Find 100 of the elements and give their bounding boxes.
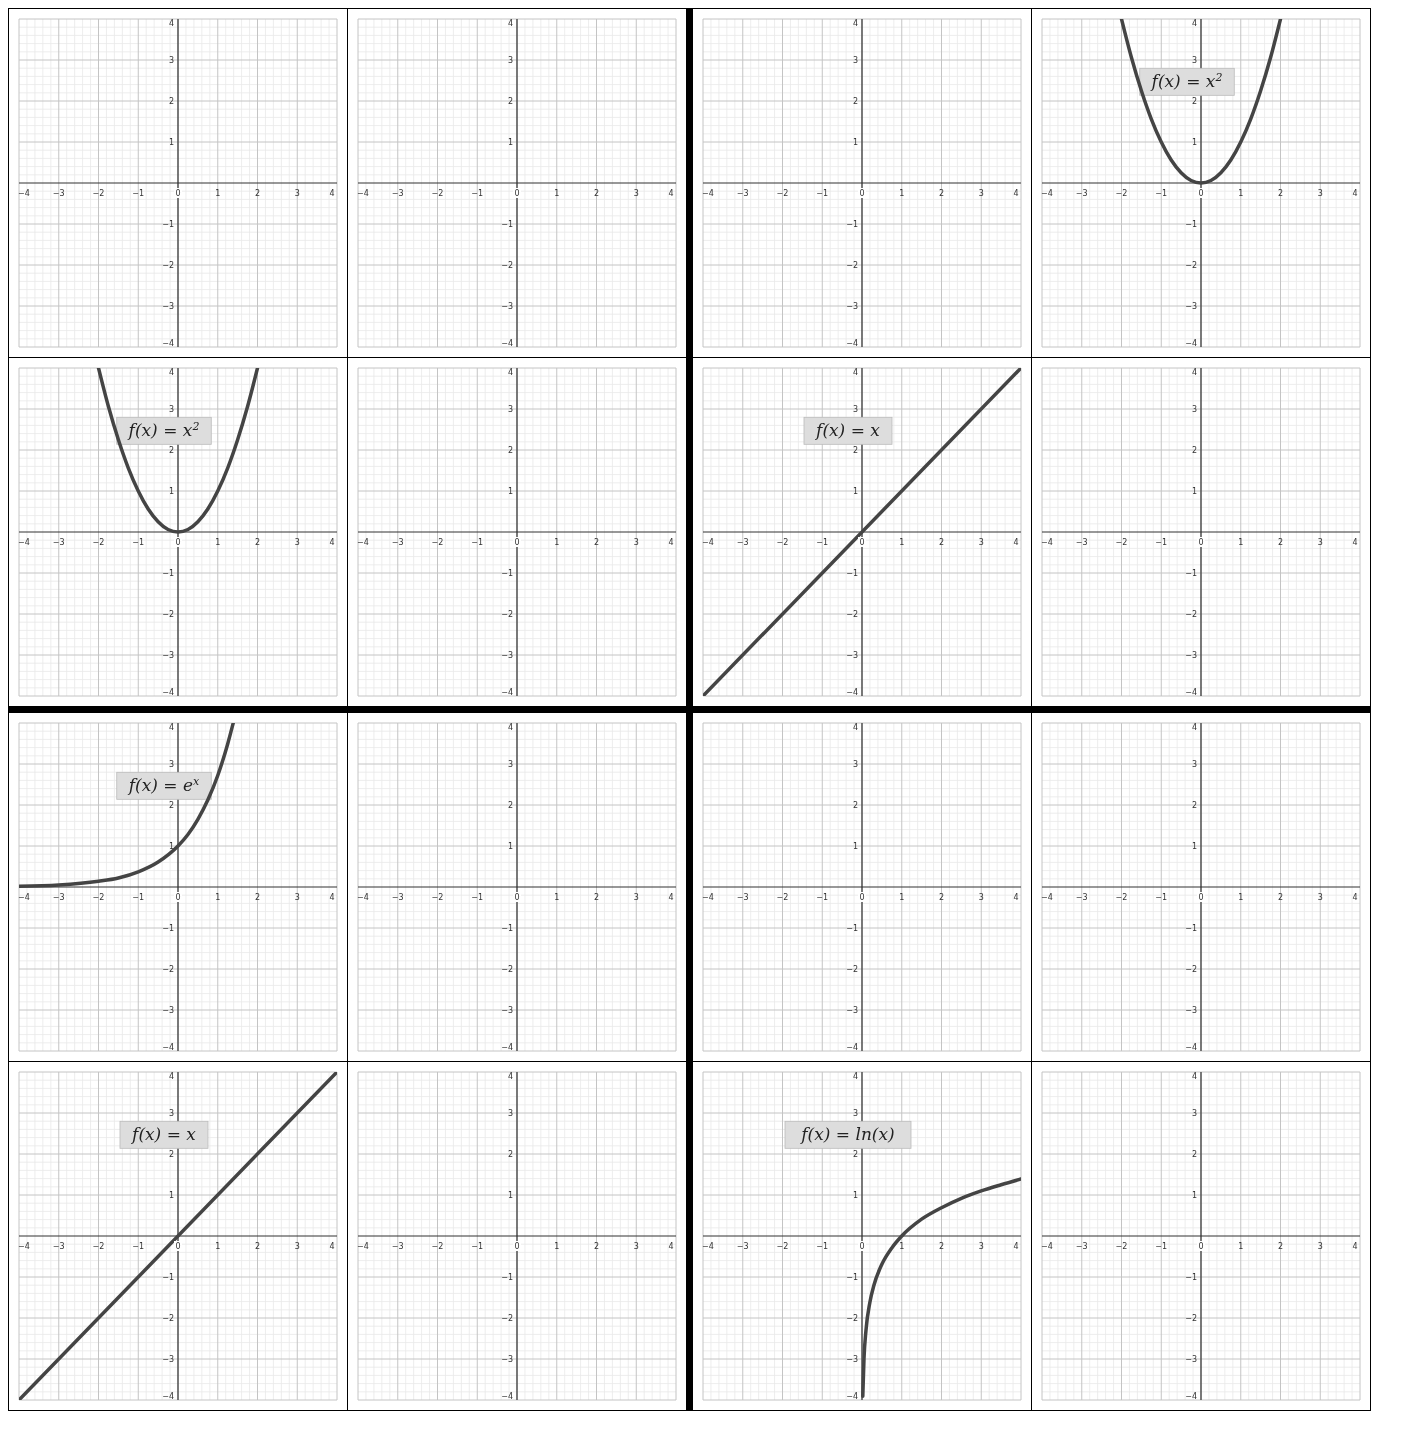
x-tick-label: 3 (633, 538, 639, 547)
x-tick-label: 2 (254, 893, 261, 902)
x-tick-label: 0 (175, 893, 181, 902)
x-tick-label: 3 (1317, 538, 1323, 547)
y-tick-label: −2 (162, 610, 174, 619)
x-tick-label: −1 (132, 189, 145, 198)
y-tick-label: 3 (1191, 1109, 1197, 1118)
x-tick-label: 3 (633, 1242, 639, 1251)
y-tick-label: −1 (1185, 924, 1197, 933)
x-tick-label: 2 (1277, 189, 1284, 198)
x-tick-label: −1 (1155, 189, 1168, 198)
x-tick-label: 3 (1317, 893, 1323, 902)
y-tick-label: −3 (162, 1006, 174, 1015)
y-tick-label: 1 (1191, 138, 1197, 147)
x-tick-label: 1 (1238, 189, 1244, 198)
x-tick-label: 1 (1238, 1242, 1244, 1251)
x-tick-label: −4 (1041, 893, 1053, 902)
y-tick-label: 1 (168, 138, 174, 147)
x-tick-label: −3 (1075, 1242, 1088, 1251)
y-tick-label: 2 (507, 1150, 513, 1159)
x-tick-label: −2 (1115, 538, 1128, 547)
y-tick-label: 1 (1191, 842, 1197, 851)
x-tick-label: 2 (938, 538, 945, 547)
y-tick-label: −1 (501, 924, 513, 933)
x-tick-label: −2 (431, 538, 444, 547)
y-tick-label: 3 (1191, 405, 1197, 414)
x-tick-label: −3 (736, 893, 749, 902)
x-tick-label: −3 (52, 893, 65, 902)
y-tick-label: −3 (846, 651, 858, 660)
x-tick-label: 1 (215, 189, 221, 198)
x-tick-label: 4 (1013, 189, 1019, 198)
y-tick-label: 3 (168, 1109, 174, 1118)
x-tick-label: −4 (18, 189, 30, 198)
x-tick-label: 1 (899, 538, 905, 547)
x-tick-label: 4 (1013, 538, 1019, 547)
y-tick-label: −1 (846, 220, 858, 229)
annotation: f(x) = x$^{2}$ (126, 419, 200, 441)
y-tick-label: 4 (507, 723, 513, 732)
y-tick-label: −3 (846, 302, 858, 311)
y-tick-label: 1 (852, 138, 858, 147)
x-tick-label: 2 (938, 1242, 945, 1251)
y-tick-label: −4 (1185, 688, 1197, 697)
y-tick-label: 1 (1191, 487, 1197, 496)
x-tick-label: 4 (329, 893, 335, 902)
x-tick-label: −3 (1075, 893, 1088, 902)
y-tick-label: −2 (846, 965, 858, 974)
x-tick-label: −2 (776, 189, 789, 198)
x-tick-label: 3 (978, 538, 984, 547)
x-tick-label: 0 (175, 538, 181, 547)
y-tick-label: 3 (168, 56, 174, 65)
y-tick-label: −1 (1185, 1273, 1197, 1282)
y-tick-label: 2 (1191, 801, 1197, 810)
y-tick-label: −3 (1185, 651, 1197, 660)
x-tick-label: −2 (92, 189, 105, 198)
x-tick-label: 1 (1238, 893, 1244, 902)
x-tick-label: 2 (593, 189, 600, 198)
y-tick-label: −2 (162, 965, 174, 974)
x-tick-label: 4 (668, 538, 674, 547)
y-tick-label: −4 (846, 1392, 858, 1401)
y-tick-label: 4 (1191, 723, 1197, 732)
y-tick-label: 3 (852, 56, 858, 65)
y-tick-label: −1 (162, 924, 174, 933)
x-tick-label: 3 (294, 1242, 300, 1251)
y-tick-label: −4 (162, 1043, 174, 1052)
x-tick-label: 4 (1013, 893, 1019, 902)
y-tick-label: 4 (1191, 1072, 1197, 1081)
x-tick-label: −3 (52, 538, 65, 547)
y-tick-label: 2 (507, 801, 513, 810)
x-tick-label: −2 (1115, 1242, 1128, 1251)
x-tick-label: −2 (431, 893, 444, 902)
x-tick-label: −1 (1155, 538, 1168, 547)
y-tick-label: −1 (162, 220, 174, 229)
y-tick-label: −4 (162, 688, 174, 697)
line-series (861, 1177, 1021, 1399)
y-tick-label: 3 (507, 405, 513, 414)
x-tick-label: 0 (859, 1242, 865, 1251)
x-tick-label: −3 (736, 538, 749, 547)
x-tick-label: 2 (593, 1242, 600, 1251)
x-tick-label: 2 (938, 189, 945, 198)
y-tick-label: 1 (507, 487, 513, 496)
y-tick-label: 4 (168, 1072, 174, 1081)
y-tick-label: −2 (501, 610, 513, 619)
y-tick-label: 4 (1191, 19, 1197, 28)
y-tick-label: 4 (852, 368, 858, 377)
x-tick-label: 4 (1352, 893, 1358, 902)
y-tick-label: 1 (168, 1191, 174, 1200)
x-tick-label: −1 (471, 1242, 484, 1251)
x-tick-label: −1 (471, 893, 484, 902)
x-tick-label: −2 (1115, 189, 1128, 198)
y-tick-label: −3 (1185, 1006, 1197, 1015)
x-tick-label: 0 (1198, 538, 1204, 547)
y-tick-label: −3 (501, 651, 513, 660)
x-tick-label: −4 (18, 1242, 30, 1251)
x-tick-label: −2 (776, 893, 789, 902)
y-tick-label: −4 (501, 1043, 513, 1052)
y-tick-label: −2 (501, 965, 513, 974)
x-tick-label: −1 (471, 189, 484, 198)
x-tick-label: −1 (1155, 1242, 1168, 1251)
x-tick-label: −2 (431, 189, 444, 198)
y-tick-label: −2 (846, 261, 858, 270)
